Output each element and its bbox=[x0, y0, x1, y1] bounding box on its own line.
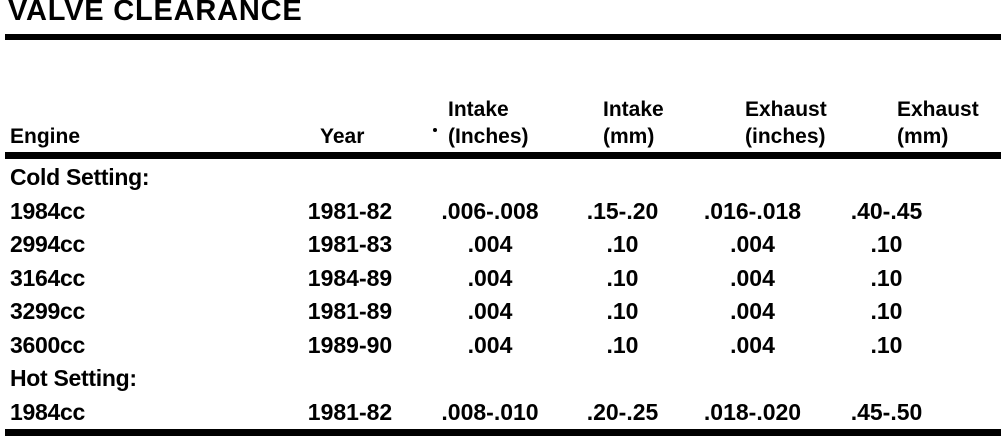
cell-intake-mm: .20-.25 bbox=[586, 398, 659, 425]
column-header-label: Intake bbox=[603, 98, 664, 121]
cell-exhaust-inches: .004 bbox=[730, 264, 775, 291]
cell-year: 1989-90 bbox=[307, 331, 393, 358]
cell-intake-inches: .006-.008 bbox=[441, 197, 539, 224]
empty-cell bbox=[420, 362, 560, 396]
cell-exhaust-mm: .40-.45 bbox=[850, 197, 923, 224]
column-header-unit: (inches) bbox=[745, 125, 826, 148]
cell-intake-mm: .10 bbox=[606, 231, 639, 257]
scan-artifact-dot bbox=[433, 128, 437, 132]
cell-exhaust-inches: .004 bbox=[730, 331, 775, 358]
cell-year: 1981-82 bbox=[307, 197, 393, 224]
title-divider-rule bbox=[5, 34, 1001, 40]
column-header-intake-mm: Intake (mm) bbox=[560, 96, 685, 150]
section-row-hot-setting: Hot Setting: bbox=[5, 362, 1001, 396]
cell-year: 1981-83 bbox=[307, 231, 393, 257]
column-header-intake-inches: Intake (Inches) bbox=[420, 96, 560, 150]
cell-intake-inches: .004 bbox=[467, 231, 513, 257]
cell-intake-mm: .15-.20 bbox=[586, 197, 659, 224]
column-header-label: Engine bbox=[10, 125, 81, 148]
cell-intake-inches: .008-.010 bbox=[441, 398, 539, 425]
column-header-label: Exhaust bbox=[745, 98, 827, 121]
cell-intake-inches: .004 bbox=[467, 298, 513, 324]
empty-cell bbox=[420, 161, 560, 195]
empty-cell bbox=[685, 161, 820, 195]
column-header-unit: (Inches) bbox=[448, 125, 529, 148]
table-body: Cold Setting: 1984cc 1981-82 .006-.008 .… bbox=[5, 161, 1001, 429]
column-header-unit: (mm) bbox=[897, 125, 949, 148]
cell-exhaust-mm: .10 bbox=[870, 331, 903, 358]
cell-exhaust-inches: .016-.018 bbox=[703, 197, 802, 224]
cell-engine: 3164cc bbox=[10, 264, 85, 291]
cell-engine: 2994cc bbox=[10, 231, 85, 257]
empty-cell bbox=[560, 161, 685, 195]
cell-intake-mm: .10 bbox=[606, 331, 639, 358]
cell-engine: 1984cc bbox=[10, 197, 85, 224]
column-header-exhaust-mm: Exhaust (mm) bbox=[820, 96, 1001, 150]
empty-cell bbox=[280, 161, 420, 195]
empty-cell bbox=[685, 362, 820, 396]
cell-exhaust-mm: .10 bbox=[870, 231, 903, 257]
empty-cell bbox=[280, 362, 420, 396]
cell-exhaust-mm: .10 bbox=[870, 264, 903, 291]
cell-year: 1981-89 bbox=[307, 298, 393, 324]
cell-year: 1984-89 bbox=[307, 264, 393, 291]
section-row-cold-setting: Cold Setting: bbox=[5, 161, 1001, 195]
table-row: 3299cc 1981-89 .004 .10 .004 .10 bbox=[5, 295, 1001, 329]
cell-exhaust-inches: .018-.020 bbox=[703, 398, 802, 425]
cell-engine: 3299cc bbox=[10, 298, 85, 324]
table-header-row: Engine Year Intake (Inches) Intake (mm) … bbox=[5, 86, 1001, 150]
cell-intake-mm: .10 bbox=[606, 264, 639, 291]
column-header-label: Exhaust bbox=[897, 98, 979, 121]
column-header-unit: (mm) bbox=[603, 125, 655, 148]
empty-cell bbox=[820, 362, 1001, 396]
cell-exhaust-inches: .004 bbox=[730, 298, 775, 324]
column-header-label: Intake bbox=[448, 98, 509, 121]
cell-engine: 3600cc bbox=[10, 331, 85, 358]
cell-exhaust-mm: .45-.50 bbox=[850, 398, 923, 425]
cell-intake-inches: .004 bbox=[467, 264, 513, 291]
page-title: VALVE CLEARANCE bbox=[8, 0, 303, 27]
column-header-exhaust-inches: Exhaust (inches) bbox=[685, 96, 827, 150]
column-header-engine: Engine bbox=[5, 123, 280, 150]
column-header-label: Year bbox=[320, 125, 365, 148]
header-divider-rule bbox=[5, 152, 1001, 159]
table-row: 1984cc 1981-82 .008-.010 .20-.25 .018-.0… bbox=[5, 396, 1001, 430]
cell-engine: 1984cc bbox=[10, 398, 85, 425]
cell-exhaust-inches: .004 bbox=[730, 231, 775, 257]
empty-cell bbox=[820, 161, 1001, 195]
table-row: 2994cc 1981-83 .004 .10 .004 .10 bbox=[5, 228, 1001, 262]
cell-intake-inches: .004 bbox=[467, 331, 513, 358]
section-label: Hot Setting: bbox=[10, 365, 137, 391]
empty-cell bbox=[560, 362, 685, 396]
column-header-year: Year bbox=[280, 123, 420, 150]
table-row: 3600cc 1989-90 .004 .10 .004 .10 bbox=[5, 329, 1001, 363]
table-row: 1984cc 1981-82 .006-.008 .15-.20 .016-.0… bbox=[5, 195, 1001, 229]
cell-year: 1981-82 bbox=[307, 398, 393, 425]
cell-exhaust-mm: .10 bbox=[870, 298, 903, 324]
bottom-divider-rule bbox=[5, 429, 1001, 436]
table-row: 3164cc 1984-89 .004 .10 .004 .10 bbox=[5, 262, 1001, 296]
cell-intake-mm: .10 bbox=[606, 298, 639, 324]
section-label: Cold Setting: bbox=[10, 164, 150, 190]
